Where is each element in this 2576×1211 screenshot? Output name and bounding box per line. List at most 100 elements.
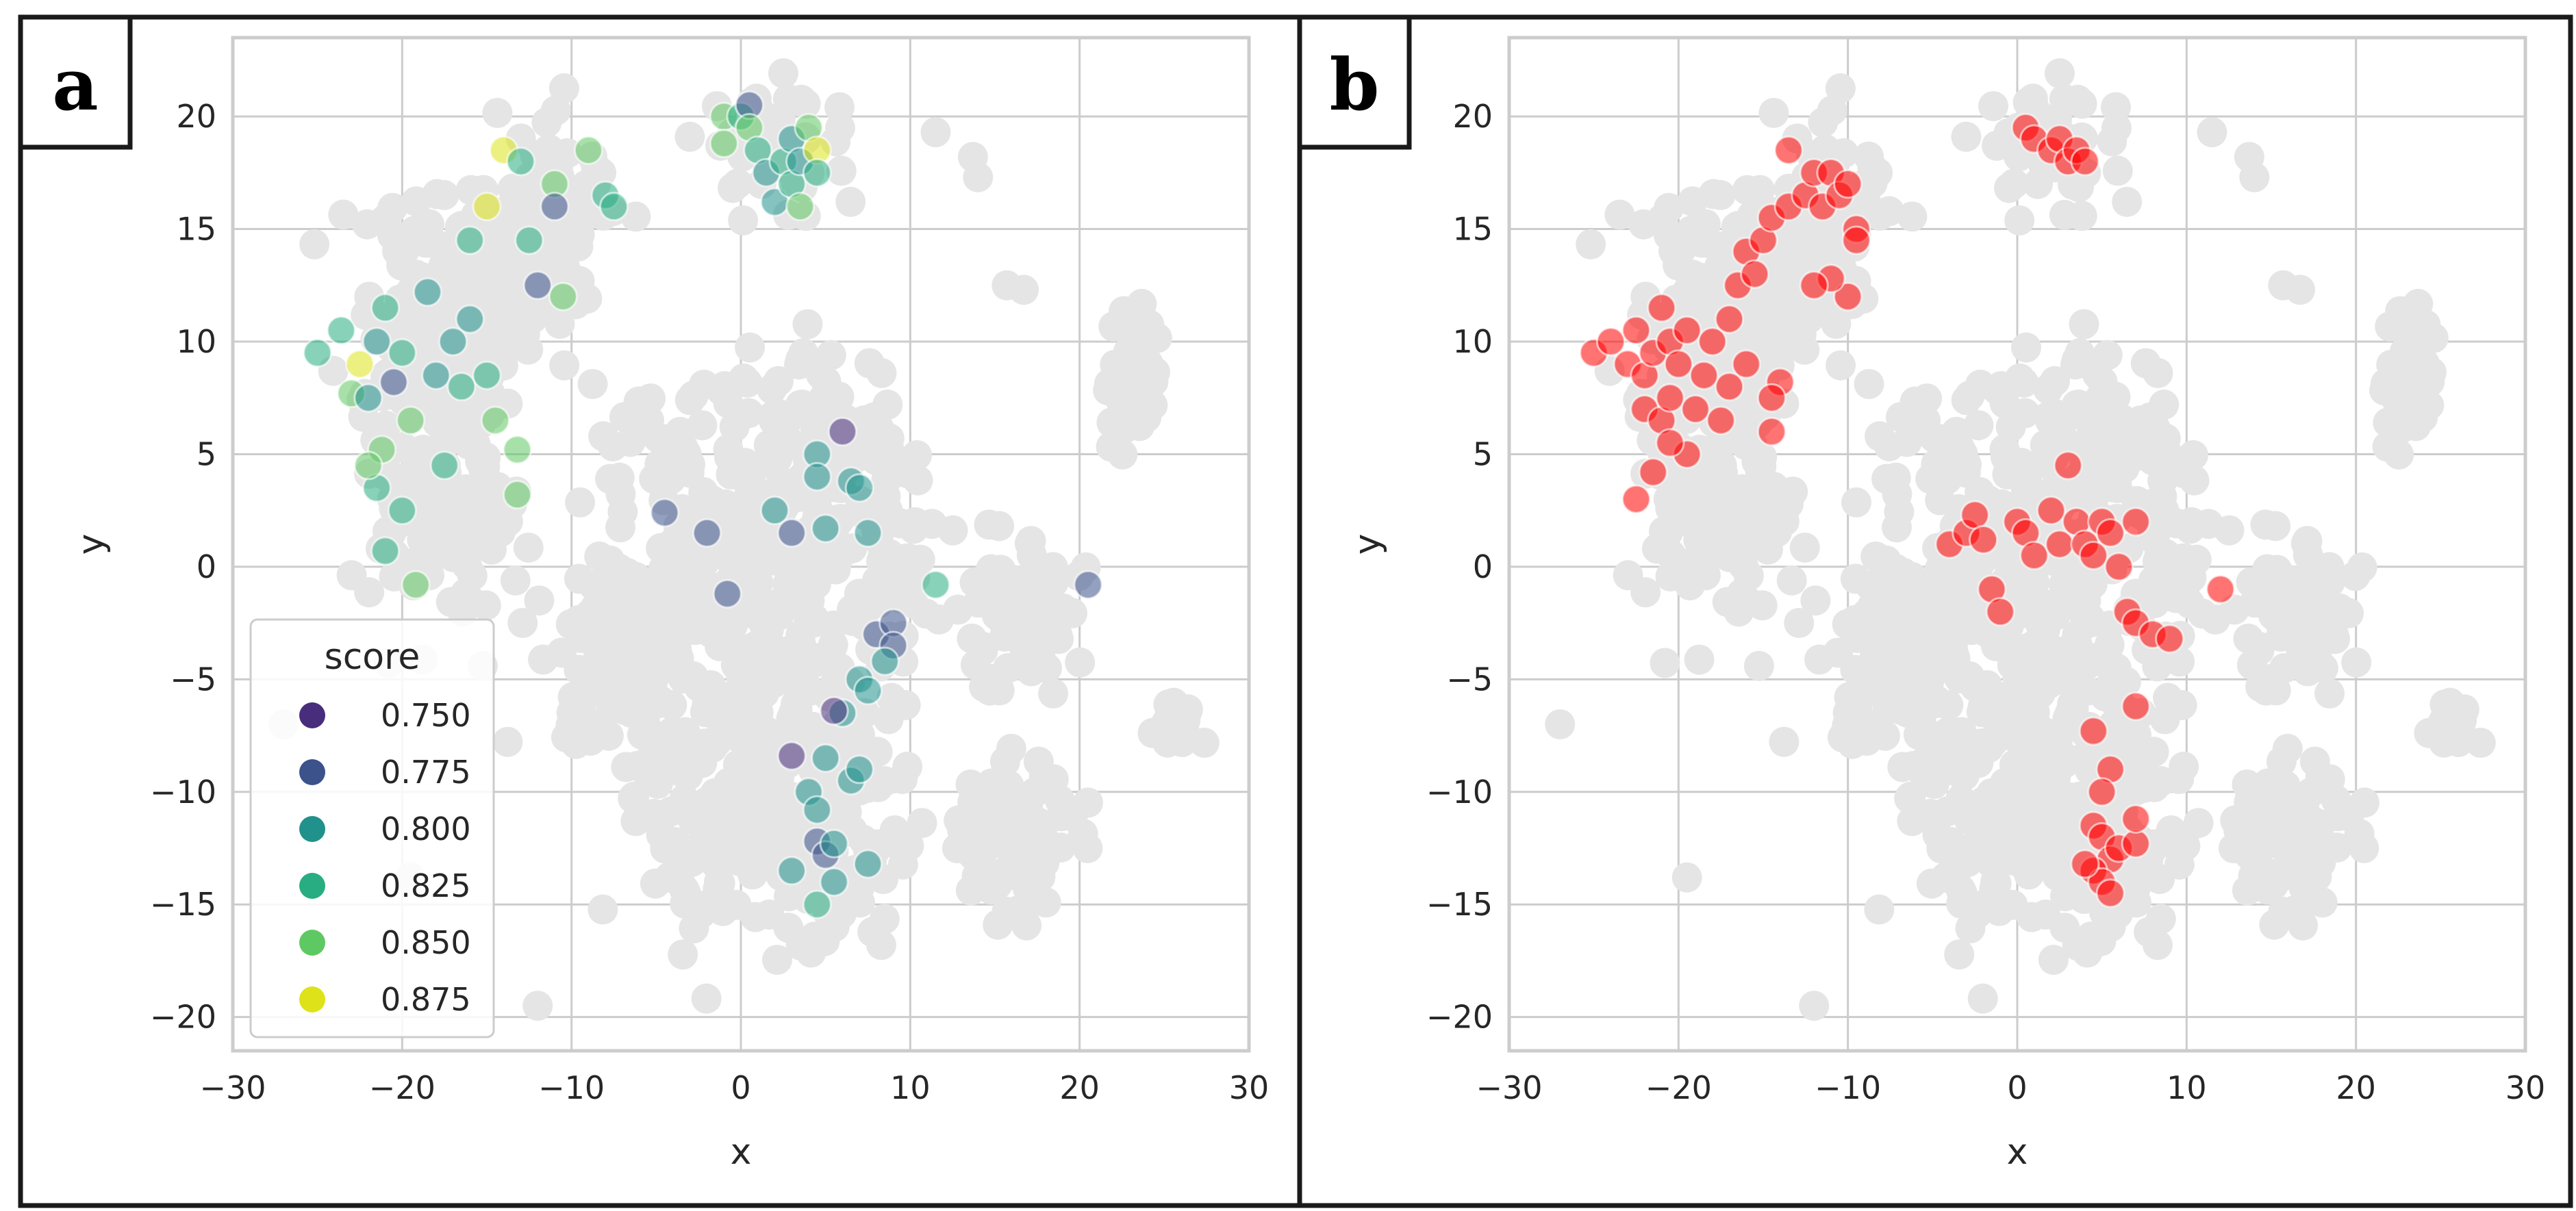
background-points-b	[1545, 58, 2496, 1021]
panel-a: −30 −20 −10 0 10 20 30 −20 −15 −10 −5 0 5 10 15 20 x y sco…	[71, 36, 1269, 1173]
background-point	[1919, 595, 1949, 626]
background-point	[484, 213, 515, 244]
background-point	[2176, 562, 2207, 593]
background-point	[893, 458, 924, 489]
background-point	[2095, 381, 2125, 411]
background-point	[872, 390, 903, 420]
background-point	[2277, 860, 2308, 891]
background-point	[2273, 837, 2303, 868]
background-point	[1923, 622, 1954, 652]
background-point	[2014, 794, 2045, 825]
background-point	[691, 983, 722, 1014]
data-point	[776, 741, 807, 771]
data-point	[819, 828, 849, 858]
data-point	[650, 498, 680, 528]
background-point	[1865, 200, 1895, 231]
data-point	[802, 461, 832, 492]
background-point	[2034, 667, 2065, 698]
legend-marker	[299, 930, 325, 956]
data-point	[362, 327, 392, 357]
background-point	[696, 670, 727, 700]
data-point	[455, 304, 485, 334]
background-point	[2308, 652, 2338, 683]
data-point	[1841, 225, 1871, 255]
background-point	[2384, 303, 2414, 334]
ytick-label-a: 10	[176, 323, 216, 360]
background-point	[2200, 604, 2231, 635]
background-point	[872, 495, 903, 526]
xtick-label-b: −10	[1815, 1069, 1881, 1106]
ytick-label-a: −5	[170, 661, 216, 698]
background-point	[1722, 485, 1753, 516]
background-point	[2086, 926, 2117, 956]
legend-title: score	[325, 637, 420, 678]
background-point	[2262, 604, 2293, 635]
ytick-label-b: 15	[1452, 211, 1493, 248]
background-point	[835, 186, 866, 217]
panel-a-label: a	[18, 14, 133, 150]
background-point	[755, 448, 786, 479]
data-point	[1985, 597, 2015, 627]
background-point	[2075, 602, 2106, 633]
background-point	[890, 689, 921, 720]
y-axis-label-b: y	[1347, 534, 1388, 555]
legend-label: 0.875	[381, 981, 471, 1018]
background-point	[1992, 837, 2023, 868]
background-point	[605, 512, 636, 543]
background-point	[1925, 730, 1956, 761]
background-point	[570, 717, 601, 748]
background-point	[446, 485, 477, 516]
data-point	[1756, 417, 1786, 447]
data-point	[345, 349, 375, 379]
background-point	[875, 437, 906, 468]
legend-label: 0.825	[381, 867, 471, 904]
background-point	[1705, 179, 1736, 210]
legend-label: 0.850	[381, 924, 471, 961]
background-point	[2389, 336, 2420, 367]
background-point	[1897, 201, 1928, 232]
legend-marker	[299, 759, 325, 785]
background-point	[1768, 286, 1799, 317]
data-point	[401, 570, 431, 600]
background-point	[578, 662, 609, 693]
background-point	[792, 309, 823, 340]
background-point	[724, 460, 755, 491]
background-point	[771, 422, 802, 453]
background-point	[299, 229, 330, 259]
background-point	[1648, 516, 1679, 547]
background-point	[435, 587, 466, 617]
background-point	[645, 565, 676, 596]
background-point	[1799, 991, 1830, 1021]
data-point	[2121, 804, 2151, 834]
background-point	[457, 587, 488, 617]
data-point	[472, 192, 502, 222]
xtick-label-a: −30	[199, 1069, 266, 1106]
background-point	[848, 824, 879, 855]
background-point	[1999, 168, 2030, 199]
panel-b-letter: b	[1330, 42, 1380, 127]
background-point	[500, 565, 531, 596]
background-point	[2047, 422, 2078, 453]
background-point	[1650, 648, 1680, 678]
ytick-label-a: 0	[197, 548, 216, 585]
background-point	[687, 573, 718, 604]
data-point	[2206, 574, 2236, 604]
background-point	[1880, 462, 1911, 493]
background-point	[1978, 815, 2008, 846]
background-point	[1738, 524, 1769, 555]
data-point	[2019, 540, 2049, 570]
data-point	[505, 146, 535, 177]
background-point	[2433, 691, 2464, 722]
background-point	[2039, 366, 2070, 396]
background-point	[1978, 91, 2008, 122]
background-point	[678, 380, 709, 411]
background-point	[2061, 344, 2092, 375]
background-point	[1932, 464, 1962, 495]
background-point	[833, 441, 863, 472]
background-point	[757, 401, 787, 432]
background-point	[422, 491, 453, 522]
background-point	[1728, 550, 1758, 581]
data-point	[1773, 135, 1804, 165]
background-point	[377, 220, 408, 251]
background-point	[1037, 552, 1068, 583]
